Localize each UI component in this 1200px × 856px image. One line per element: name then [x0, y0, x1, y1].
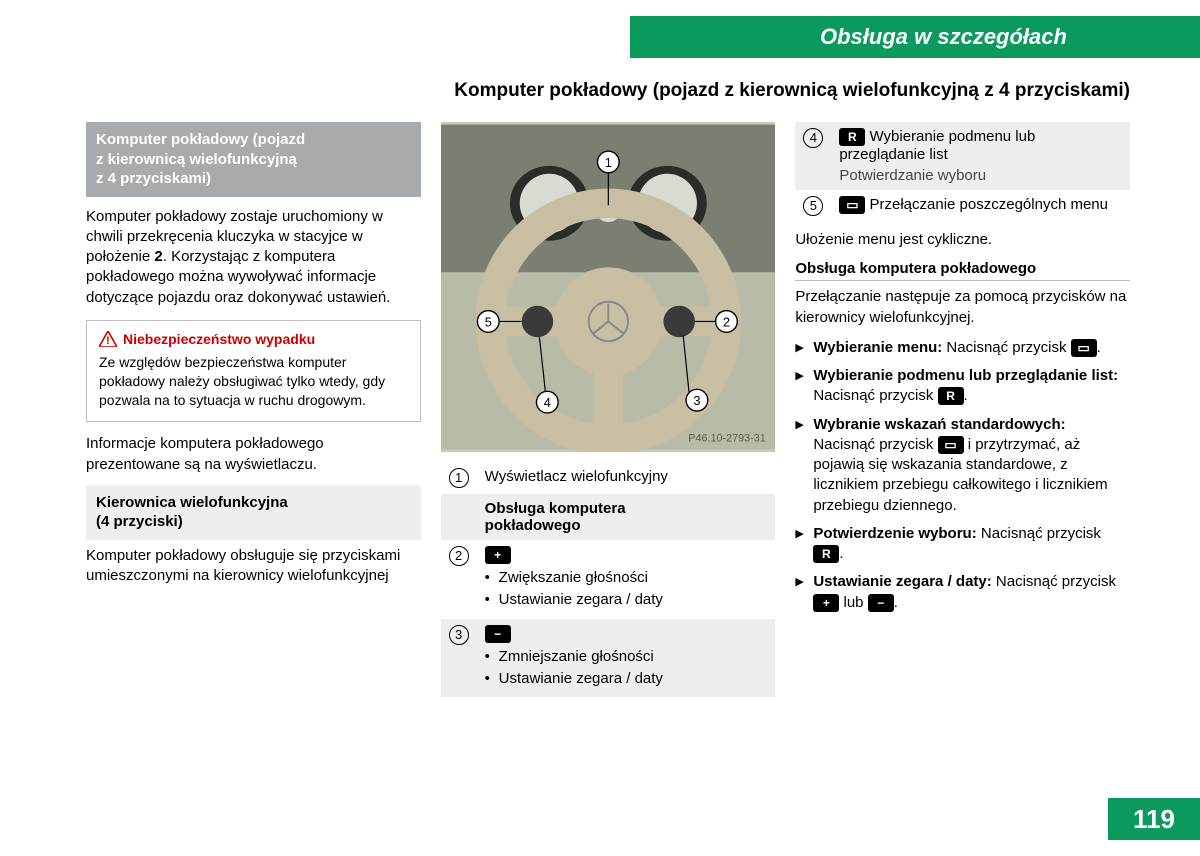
- menu-button-icon: [938, 436, 964, 454]
- callout-5-text: Przełączanie poszczególnych menu: [865, 196, 1108, 213]
- subheading-line1: Kierownica wielofunkcyjna: [96, 493, 411, 513]
- menu-button-icon: [1071, 339, 1097, 357]
- callout-4-l2: Potwierdzanie wyboru: [839, 167, 1122, 184]
- callout-table-right: 4 R Wybieranie podmenu lub przeglądanie …: [795, 122, 1130, 222]
- subheading-line2: (4 przyciski): [96, 512, 411, 532]
- column-1: Komputer pokładowy (pojazd z kierownicą …: [86, 122, 421, 697]
- instruction-list: Wybieranie menu: Nacisnąć przycisk . Wyb…: [795, 338, 1130, 613]
- column-3: 4 R Wybieranie podmenu lub przeglądanie …: [795, 122, 1130, 697]
- r-button-icon: R: [938, 387, 964, 405]
- svg-text:3: 3: [693, 393, 700, 408]
- heading-line1: Komputer pokładowy (pojazd: [96, 130, 411, 150]
- steering-wheel-figure: 1 2 3 4 5 P46.10-2793-31: [441, 122, 776, 452]
- callout-row-3: 3 − Zmniejszanie głośności Ustawianie ze…: [441, 619, 776, 698]
- minus-icon: −: [868, 594, 894, 612]
- callout-1-text: Wyświetlacz wielofunkcyjny: [477, 462, 776, 494]
- content-columns: Komputer pokładowy (pojazd z kierownicą …: [86, 122, 1130, 697]
- heading-line2: z kierownicą wielofunkcyjną: [96, 150, 411, 170]
- steering-wheel-svg: 1 2 3 4 5 P46.10-2793-31: [441, 122, 776, 452]
- callout-num-2: 2: [449, 546, 469, 566]
- instruction-3: Wybranie wskazań standardowych: Nacisnąć…: [795, 415, 1130, 516]
- plus-icon: +: [485, 546, 511, 564]
- callout-2-b1: Zwiększanie głośności: [485, 568, 768, 588]
- svg-text:!: !: [106, 335, 110, 347]
- callout-4-l1: Wybieranie podmenu lub przeglądanie list: [839, 128, 1035, 163]
- switching-paragraph: Przełączanie następuje za pomocą przycis…: [795, 287, 1130, 328]
- callout-2-b2: Ustawianie zegara / daty: [485, 590, 768, 610]
- warning-icon: !: [99, 331, 117, 347]
- callout-3-b1: Zmniejszanie głośności: [485, 647, 768, 667]
- section-title: Obsługa komputera pokładowego: [795, 260, 1130, 281]
- menu-button-icon: [839, 196, 865, 214]
- svg-text:2: 2: [723, 314, 730, 329]
- callout-num-1: 1: [449, 468, 469, 488]
- instruction-1: Wybieranie menu: Nacisnąć przycisk .: [795, 338, 1130, 358]
- callout-subheader-l2: pokładowego: [485, 517, 581, 534]
- warning-title: ! Niebezpieczeństwo wypadku: [99, 331, 408, 347]
- minus-icon: −: [485, 625, 511, 643]
- intro-paragraph: Komputer pokładowy zostaje urucho­miony …: [86, 207, 421, 308]
- cyclic-paragraph: Ułożenie menu jest cykliczne.: [795, 230, 1130, 250]
- section-heading-box: Komputer pokładowy (pojazd z kierownicą …: [86, 122, 421, 197]
- callout-subheader: Obsługa komputera pokładowego: [441, 494, 776, 540]
- column-2: 1 2 3 4 5 P46.10-2793-31 1 Wy: [441, 122, 776, 697]
- page-subtitle: Komputer pokładowy (pojazd z kierownicą …: [280, 80, 1130, 102]
- svg-text:1: 1: [604, 155, 611, 170]
- instruction-4: Potwierdzenie wyboru: Nacisnąć przycisk …: [795, 524, 1130, 565]
- chapter-title: Obsługa w szczegółach: [820, 24, 1067, 50]
- callout-subheader-l1: Obsługa komputera: [485, 500, 626, 517]
- callout-row-2: 2 + Zwiększanie głośności Ustawianie zeg…: [441, 540, 776, 619]
- heading-line3: z 4 przyciskami): [96, 169, 411, 189]
- svg-text:4: 4: [543, 395, 550, 410]
- callout-3-b2: Ustawianie zegara / daty: [485, 669, 768, 689]
- callout-row-4: 4 R Wybieranie podmenu lub przeglądanie …: [795, 122, 1130, 190]
- r-button-icon: R: [813, 545, 839, 563]
- plus-icon: +: [813, 594, 839, 612]
- callout-num-5: 5: [803, 196, 823, 216]
- callout-row-1: 1 Wyświetlacz wielofunkcyjny: [441, 462, 776, 494]
- warning-body: Ze względów bezpieczeństwa komputer pokł…: [99, 353, 408, 410]
- warning-title-text: Niebezpieczeństwo wypadku: [123, 331, 315, 347]
- callout-num-3: 3: [449, 625, 469, 645]
- steering-paragraph: Komputer pokładowy obsługuje się przy­ci…: [86, 546, 421, 587]
- callout-row-5: 5 Przełączanie poszczególnych menu: [795, 190, 1130, 222]
- instruction-5: Ustawianie zegara / daty: Nacisnąć przyc…: [795, 572, 1130, 613]
- instruction-2: Wybieranie podmenu lub przeglądanie list…: [795, 366, 1130, 407]
- chapter-header: Obsługa w szczegółach: [630, 16, 1200, 58]
- r-button-icon: R: [839, 128, 865, 146]
- svg-text:5: 5: [484, 314, 491, 329]
- callout-table: 1 Wyświetlacz wielofunkcyjny Obsługa kom…: [441, 462, 776, 697]
- page-number: 119: [1108, 798, 1200, 840]
- image-ref: P46.10-2793-31: [688, 433, 766, 445]
- subsection-heading: Kierownica wielofunkcyjna (4 przyciski): [86, 485, 421, 540]
- warning-box: ! Niebezpieczeństwo wypadku Ze względów …: [86, 320, 421, 423]
- display-info-paragraph: Informacje komputera pokładowego prezent…: [86, 434, 421, 475]
- callout-num-4: 4: [803, 128, 823, 148]
